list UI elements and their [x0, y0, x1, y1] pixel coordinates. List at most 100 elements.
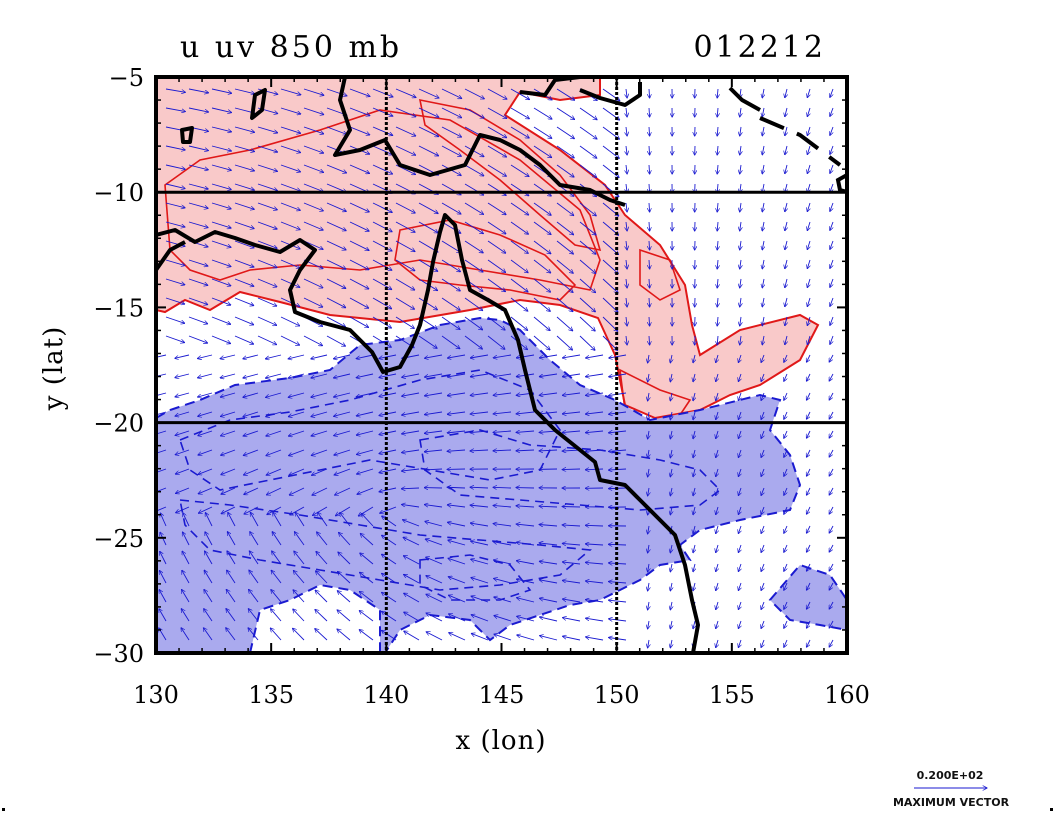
wind-vector — [449, 633, 466, 641]
wind-vector — [402, 430, 420, 434]
wind-vector — [204, 570, 213, 584]
wind-vector — [175, 392, 190, 397]
wind-vector — [761, 411, 764, 419]
wind-vector — [288, 430, 305, 436]
wind-vector — [784, 563, 787, 571]
wind-vector — [165, 183, 185, 189]
wind-vector — [693, 354, 695, 363]
wind-vector — [227, 570, 236, 584]
wind-vector — [234, 221, 254, 229]
wind-vector — [464, 88, 484, 99]
wind-vector — [280, 316, 300, 326]
wind-vector — [257, 259, 277, 268]
wind-vector — [380, 506, 397, 513]
wind-vector — [243, 392, 259, 397]
wind-vector — [738, 468, 741, 477]
wind-vector — [762, 221, 764, 231]
wind-vector — [807, 259, 810, 269]
wind-vector — [648, 487, 649, 496]
wind-vector — [830, 278, 834, 287]
wind-vector — [762, 145, 764, 155]
wind-vector — [562, 580, 581, 584]
wind-vector — [372, 107, 393, 116]
wind-vector — [204, 589, 213, 603]
wind-vector — [303, 278, 323, 288]
wind-vector — [464, 335, 482, 349]
wind-vector — [510, 164, 529, 177]
wind-vector — [562, 412, 581, 414]
wind-vector — [693, 468, 695, 477]
wind-vector — [441, 202, 461, 214]
wind-vector — [288, 354, 305, 359]
wind-vector — [226, 589, 236, 603]
wind-vector — [493, 450, 512, 451]
wind-vector — [784, 411, 787, 419]
wind-vector — [280, 183, 300, 191]
wind-vector — [315, 629, 328, 641]
wind-vector — [716, 601, 718, 610]
wind-vector — [738, 563, 741, 572]
wind-vector — [806, 639, 811, 647]
wind-vector — [761, 487, 764, 495]
wind-vector — [294, 532, 305, 546]
wind-vector — [807, 145, 810, 155]
wind-vector — [510, 202, 529, 215]
wind-vector — [738, 487, 741, 496]
wind-vector — [806, 601, 811, 609]
wind-vector — [539, 506, 558, 507]
wind-vector — [220, 392, 236, 397]
wind-vector — [806, 525, 811, 533]
wind-vector — [761, 544, 764, 552]
corner-mark — [1050, 808, 1053, 811]
wind-vector — [649, 335, 650, 345]
wind-vector — [360, 572, 374, 584]
wind-vector — [761, 430, 764, 438]
wind-vector — [761, 620, 764, 628]
wind-vector — [356, 449, 374, 455]
wind-vector — [510, 126, 529, 138]
wind-vector — [360, 533, 374, 546]
wind-vector — [441, 297, 460, 310]
wind-vector — [807, 88, 810, 98]
wind-vector — [211, 297, 231, 305]
wind-vector — [156, 373, 167, 377]
wind-vector — [807, 107, 810, 117]
wind-vector — [806, 544, 811, 552]
wind-vector — [159, 570, 167, 584]
wind-vector — [165, 202, 185, 208]
wind-vector — [175, 487, 190, 493]
wind-vector — [585, 450, 604, 451]
wind-vector — [188, 278, 208, 285]
wind-vector — [717, 297, 718, 307]
wind-vector — [188, 202, 208, 208]
wind-vector — [198, 506, 213, 513]
wind-vector — [395, 126, 416, 136]
wind-vector — [717, 107, 718, 117]
wind-vector — [156, 487, 167, 493]
wind-vector — [626, 221, 627, 231]
wind-vector — [175, 468, 190, 474]
wind-vector — [156, 430, 167, 435]
x-tick-label: 140 — [363, 681, 409, 709]
wind-vector — [493, 392, 512, 395]
wind-vector — [317, 532, 328, 546]
wind-vector — [165, 335, 185, 343]
wind-vector — [579, 335, 595, 350]
wind-vector — [211, 240, 231, 247]
wind-vector — [311, 354, 328, 359]
wind-vector — [761, 563, 764, 571]
wind-vector — [740, 126, 741, 136]
wind-vector — [234, 335, 254, 344]
wind-vector — [425, 539, 443, 546]
wind-vector — [188, 297, 208, 305]
wind-vector — [740, 107, 741, 117]
wind-vector — [303, 297, 323, 307]
wind-vector — [266, 392, 282, 397]
wind-vector — [381, 573, 397, 584]
wind-vector — [493, 505, 512, 507]
wind-vector — [648, 468, 649, 477]
wind-vector — [785, 145, 787, 155]
wind-vector — [326, 259, 346, 269]
wind-vector — [717, 145, 718, 155]
wind-vector — [738, 354, 741, 363]
